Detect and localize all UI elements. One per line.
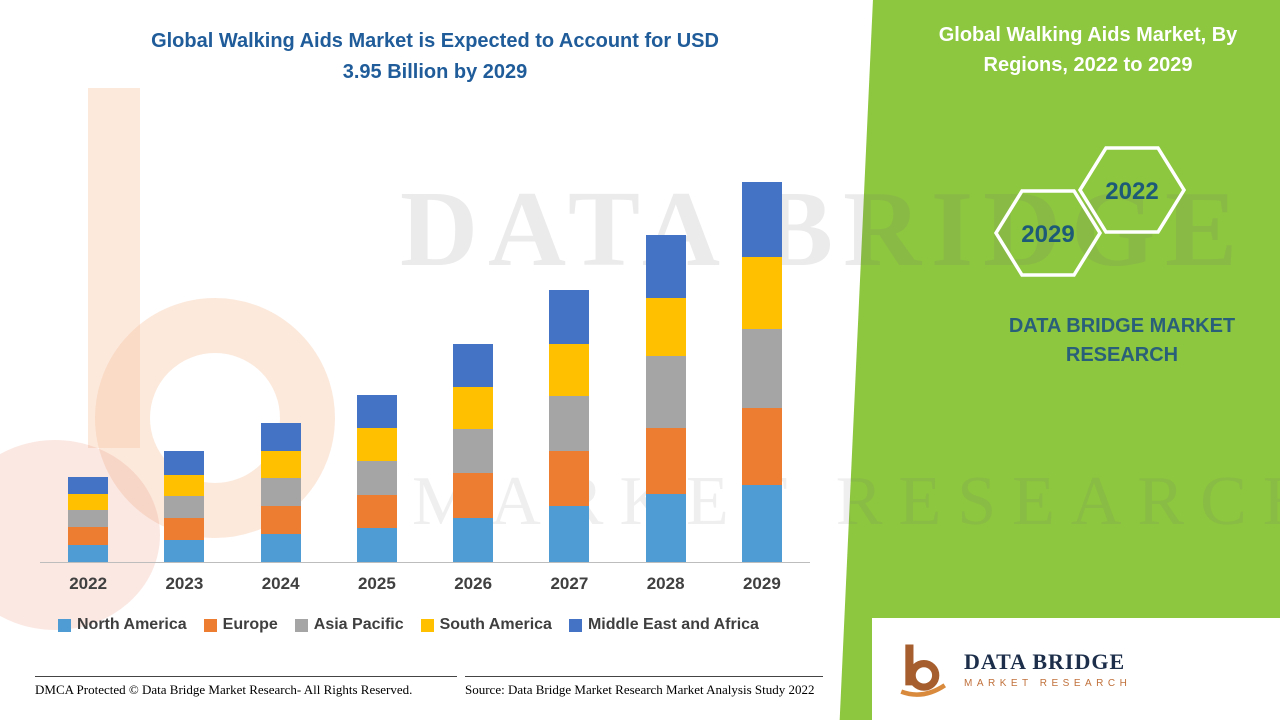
bar-segment [645, 428, 686, 494]
legend-item: South America [420, 616, 552, 634]
bar-segment [164, 474, 205, 496]
bar-stack-2023 [164, 451, 205, 562]
bar-segment [68, 527, 109, 545]
legend-swatch [568, 618, 582, 632]
bar-stack-2022 [68, 477, 109, 562]
bar-segment [453, 429, 494, 474]
bar-segment [164, 451, 205, 475]
bar-stack-2028 [645, 234, 686, 562]
bar-segment [741, 408, 782, 485]
legend-label: Europe [222, 616, 278, 633]
bar-segment [549, 395, 590, 452]
bar-segment [453, 517, 494, 562]
logo-text: DATA BRIDGE MARKET RESEARCH [964, 649, 1131, 689]
bar-segment [68, 544, 109, 562]
bar-segment [356, 460, 397, 495]
bar-stack-2024 [260, 422, 301, 562]
bar-segment [260, 478, 301, 507]
bar-segment [453, 473, 494, 518]
bar-stack-2025 [356, 394, 397, 562]
year-hexagons: 2029 2022 [993, 146, 1187, 277]
bar-segment [549, 506, 590, 562]
legend-label: North America [77, 616, 187, 633]
x-axis-label: 2027 [550, 574, 589, 593]
bar-segment [68, 477, 109, 494]
bar-segment [260, 422, 301, 452]
bar-segment [356, 528, 397, 562]
bar-segment [164, 539, 205, 562]
bar-segment [645, 356, 686, 429]
bar-segment [645, 493, 686, 562]
bar-segment [741, 329, 782, 408]
side-panel-heading: Global Walking Aids Market, By Regions, … [938, 24, 1238, 76]
bar-segment [260, 534, 301, 562]
legend-item: North America [58, 616, 187, 634]
logo-name: DATA BRIDGE [964, 649, 1126, 674]
x-axis-label: 2025 [357, 574, 396, 593]
bar-segment [68, 493, 109, 511]
bar-segment [356, 394, 397, 429]
bar-segment [741, 485, 782, 562]
bar-segment [356, 428, 397, 461]
bar-segment [453, 343, 494, 387]
hexagon-2022-label: 2022 [1105, 178, 1158, 205]
bar-segment [68, 510, 109, 528]
bar-stack-2026 [453, 343, 494, 562]
hexagon-2029 [993, 189, 1103, 277]
page-title-line1: Global Walking Aids Market is Expected t… [151, 30, 719, 52]
bar-stack-2029 [741, 181, 782, 562]
legend-swatch [58, 618, 71, 632]
bar-segment [549, 343, 590, 396]
bar-segment [260, 451, 301, 479]
legend-swatch [420, 618, 434, 632]
bar-segment [260, 506, 301, 535]
x-axis-label: 2026 [454, 574, 493, 593]
bar-segment [741, 256, 782, 330]
bar-stack-2027 [549, 289, 590, 562]
dmca-notice: DMCA Protected © Data Bridge Market Rese… [35, 676, 457, 698]
x-axis-label: 2028 [646, 574, 685, 593]
legend: North America Europe Asia Pacific South Ame… [58, 616, 828, 634]
bar-segment [645, 298, 686, 357]
footer: DMCA Protected © Data Bridge Market Rese… [35, 676, 823, 698]
bar-segment [645, 234, 686, 299]
legend-label: Asia Pacific [313, 616, 404, 633]
logo-subtext: MARKET RESEARCH [964, 678, 1132, 689]
page-title: Global Walking Aids Market is Expected t… [55, 26, 815, 88]
logo-box: DATA BRIDGE MARKET RESEARCH [872, 618, 1280, 720]
x-axis-label: 2029 [742, 574, 781, 593]
hexagon-2029-label: 2029 [1021, 221, 1074, 248]
x-axis-labels: 2022 2023 2024 2025 2026 2027 2028 2029 [40, 574, 810, 594]
page-title-line2: 3.95 Billion by 2029 [342, 61, 528, 83]
brand-text: DATA BRIDGE MARKET RESEARCH [1008, 315, 1236, 366]
bar-segment [741, 181, 782, 257]
x-axis-label: 2022 [69, 574, 108, 593]
legend-label: South America [439, 616, 552, 633]
bar-segment [549, 289, 590, 344]
legend-swatch [203, 618, 217, 632]
bar-segment [164, 517, 205, 540]
bar-segment [164, 495, 205, 518]
source-note: Source: Data Bridge Market Research Mark… [465, 676, 823, 698]
bar-segment [453, 386, 494, 430]
legend-swatch [294, 618, 308, 632]
bar-segment [549, 451, 590, 507]
bar-plot [40, 181, 810, 563]
legend-item: Europe [203, 616, 278, 634]
legend-item: Asia Pacific [294, 616, 404, 634]
legend-label: Middle East and Africa [587, 616, 759, 633]
hexagon-2022 [1077, 146, 1187, 234]
x-axis-label: 2024 [261, 574, 300, 593]
legend-item: Middle East and Africa [568, 616, 759, 634]
bar-segment [356, 494, 397, 529]
x-axis-label: 2023 [165, 574, 204, 593]
databridge-logo-icon [900, 644, 947, 697]
